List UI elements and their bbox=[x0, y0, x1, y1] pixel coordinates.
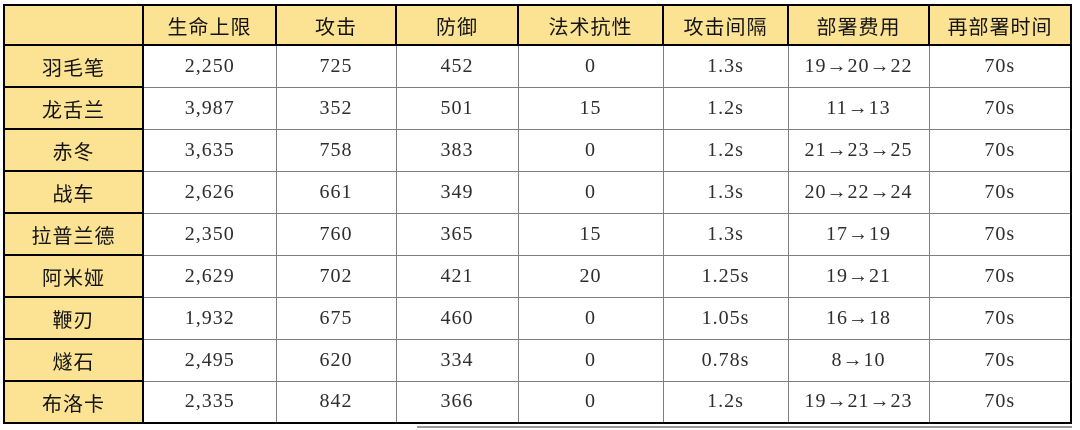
table-row: 布洛卡 2,335 842 366 0 1.2s 19→21→23 70s bbox=[3, 380, 1072, 424]
stat-cell: 70s bbox=[928, 338, 1072, 382]
column-header: 法术抗性 bbox=[517, 4, 664, 46]
stat-cell: 2,350 bbox=[142, 212, 277, 256]
stat-cell: 11→13 bbox=[787, 86, 930, 130]
stat-cell: 0 bbox=[517, 380, 664, 424]
stat-cell: 702 bbox=[275, 254, 397, 298]
stat-cell: 0 bbox=[517, 296, 664, 340]
stat-cell: 19→21→23 bbox=[787, 380, 930, 424]
stat-cell: 70s bbox=[928, 296, 1072, 340]
stat-cell: 661 bbox=[275, 170, 397, 214]
table-row: 羽毛笔 2,250 725 452 0 1.3s 19→20→22 70s bbox=[3, 44, 1072, 88]
stat-cell: 15 bbox=[517, 212, 664, 256]
stat-cell: 1.2s bbox=[662, 380, 789, 424]
stat-cell: 1.05s bbox=[662, 296, 789, 340]
stat-cell: 1.25s bbox=[662, 254, 789, 298]
stat-cell: 2,250 bbox=[142, 44, 277, 88]
stat-cell: 17→19 bbox=[787, 212, 930, 256]
stat-cell: 1.3s bbox=[662, 212, 789, 256]
stat-cell: 2,335 bbox=[142, 380, 277, 424]
stat-cell: 349 bbox=[395, 170, 519, 214]
table-row: 龙舌兰 3,987 352 501 15 1.2s 11→13 70s bbox=[3, 86, 1072, 130]
stat-cell: 70s bbox=[928, 380, 1072, 424]
stat-cell: 16→18 bbox=[787, 296, 930, 340]
stat-cell: 366 bbox=[395, 380, 519, 424]
stat-cell: 758 bbox=[275, 128, 397, 172]
column-header: 生命上限 bbox=[142, 4, 277, 46]
stat-cell: 70s bbox=[928, 44, 1072, 88]
corner-header-cell bbox=[3, 4, 144, 46]
stat-cell: 365 bbox=[395, 212, 519, 256]
stat-cell: 760 bbox=[275, 212, 397, 256]
stat-cell: 2,626 bbox=[142, 170, 277, 214]
stat-cell: 21→23→25 bbox=[787, 128, 930, 172]
stat-cell: 3,987 bbox=[142, 86, 277, 130]
row-header-operator-name: 战车 bbox=[3, 170, 144, 214]
row-header-operator-name: 羽毛笔 bbox=[3, 44, 144, 88]
stat-cell: 2,495 bbox=[142, 338, 277, 382]
stat-cell: 70s bbox=[928, 254, 1072, 298]
stat-cell: 70s bbox=[928, 170, 1072, 214]
column-header: 防御 bbox=[395, 4, 519, 46]
stat-cell: 421 bbox=[395, 254, 519, 298]
stat-cell: 70s bbox=[928, 86, 1072, 130]
table-row: 燧石 2,495 620 334 0 0.78s 8→10 70s bbox=[3, 338, 1072, 382]
stat-cell: 20→22→24 bbox=[787, 170, 930, 214]
stat-cell: 0 bbox=[517, 338, 664, 382]
stat-cell: 2,629 bbox=[142, 254, 277, 298]
row-header-operator-name: 鞭刃 bbox=[3, 296, 144, 340]
stat-cell: 8→10 bbox=[787, 338, 930, 382]
stat-cell: 0 bbox=[517, 170, 664, 214]
stat-cell: 620 bbox=[275, 338, 397, 382]
stat-cell: 1.3s bbox=[662, 44, 789, 88]
stat-cell: 0 bbox=[517, 128, 664, 172]
stat-cell: 1,932 bbox=[142, 296, 277, 340]
stat-cell: 1.3s bbox=[662, 170, 789, 214]
table-row: 拉普兰德 2,350 760 365 15 1.3s 17→19 70s bbox=[3, 212, 1072, 256]
stat-cell: 352 bbox=[275, 86, 397, 130]
stat-cell: 334 bbox=[395, 338, 519, 382]
column-header: 攻击间隔 bbox=[662, 4, 789, 46]
stat-cell: 20 bbox=[517, 254, 664, 298]
header-row: 生命上限 攻击 防御 法术抗性 攻击间隔 部署费用 再部署时间 bbox=[3, 4, 1072, 46]
table-body: 羽毛笔 2,250 725 452 0 1.3s 19→20→22 70s 龙舌兰 3,987 35… bbox=[3, 44, 1072, 424]
table-row: 战车 2,626 661 349 0 1.3s 20→22→24 70s bbox=[3, 170, 1072, 214]
table-row: 阿米娅 2,629 702 421 20 1.25s 19→21 70s bbox=[3, 254, 1072, 298]
row-header-operator-name: 龙舌兰 bbox=[3, 86, 144, 130]
stat-cell: 501 bbox=[395, 86, 519, 130]
row-header-operator-name: 布洛卡 bbox=[3, 380, 144, 424]
stat-cell: 383 bbox=[395, 128, 519, 172]
stat-cell: 1.2s bbox=[662, 86, 789, 130]
stat-cell: 19→21 bbox=[787, 254, 930, 298]
table-row: 鞭刃 1,932 675 460 0 1.05s 16→18 70s bbox=[3, 296, 1072, 340]
operator-stats-table: 生命上限 攻击 防御 法术抗性 攻击间隔 部署费用 再部署时间 羽毛笔 2,250 725 452… bbox=[3, 4, 1072, 424]
stat-cell: 1.2s bbox=[662, 128, 789, 172]
cutoff-gridline bbox=[417, 426, 1072, 428]
stat-cell: 842 bbox=[275, 380, 397, 424]
column-header: 部署费用 bbox=[787, 4, 930, 46]
row-header-operator-name: 赤冬 bbox=[3, 128, 144, 172]
row-header-operator-name: 阿米娅 bbox=[3, 254, 144, 298]
stat-cell: 460 bbox=[395, 296, 519, 340]
row-header-operator-name: 拉普兰德 bbox=[3, 212, 144, 256]
stat-cell: 3,635 bbox=[142, 128, 277, 172]
stat-cell: 15 bbox=[517, 86, 664, 130]
stat-cell: 0.78s bbox=[662, 338, 789, 382]
table-head: 生命上限 攻击 防御 法术抗性 攻击间隔 部署费用 再部署时间 bbox=[3, 4, 1072, 46]
stat-cell: 19→20→22 bbox=[787, 44, 930, 88]
row-header-operator-name: 燧石 bbox=[3, 338, 144, 382]
stat-cell: 70s bbox=[928, 128, 1072, 172]
table-row: 赤冬 3,635 758 383 0 1.2s 21→23→25 70s bbox=[3, 128, 1072, 172]
column-header: 攻击 bbox=[275, 4, 397, 46]
stat-cell: 452 bbox=[395, 44, 519, 88]
stat-cell: 725 bbox=[275, 44, 397, 88]
stat-cell: 0 bbox=[517, 44, 664, 88]
stat-cell: 675 bbox=[275, 296, 397, 340]
stat-cell: 70s bbox=[928, 212, 1072, 256]
column-header: 再部署时间 bbox=[928, 4, 1072, 46]
